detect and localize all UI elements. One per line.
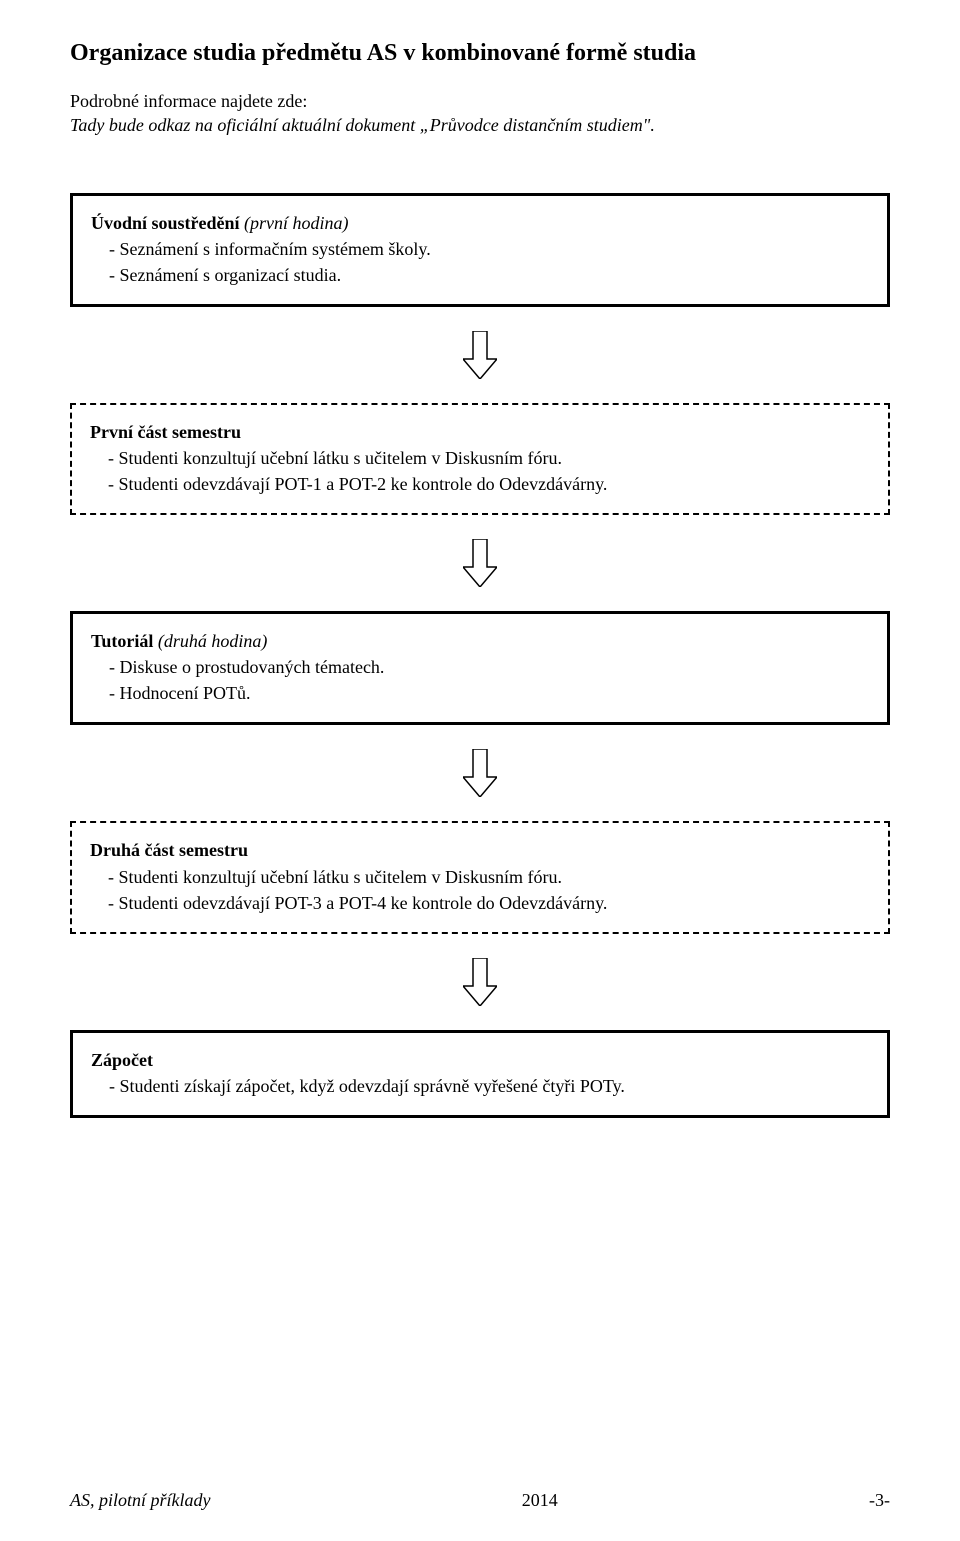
box-line: - Seznámení s organizací studia. <box>91 262 869 288</box>
page-title: Organizace studia předmětu AS v kombinov… <box>70 40 890 67</box>
box-title-main: Tutoriál <box>91 631 153 651</box>
intro-line-2-suffix: . <box>650 115 655 135</box>
arrow-down-icon <box>463 749 497 797</box>
intro-line-2-doc: „Průvodce distančním studiem" <box>420 115 651 135</box>
arrow-container <box>70 307 890 403</box>
box-line: - Studenti získají zápočet, když odevzda… <box>91 1073 869 1099</box>
box-tutorial: Tutoriál (druhá hodina) - Diskuse o pros… <box>70 611 890 725</box>
footer-left: AS, pilotní příklady <box>70 1490 210 1511</box>
box-title: Zápočet <box>91 1047 869 1073</box>
box-line: - Studenti odevzdávají POT-1 a POT-2 ke … <box>90 471 870 497</box>
footer-right: -3- <box>869 1490 890 1511</box>
box-line: - Seznámení s informačním systémem školy… <box>91 236 869 262</box>
arrow-down-icon <box>463 539 497 587</box>
arrow-container <box>70 515 890 611</box>
box-title-paren: (druhá hodina) <box>153 631 267 651</box>
intro-line-2-prefix: Tady bude odkaz na oficiální aktuální do… <box>70 115 420 135</box>
arrow-container <box>70 725 890 821</box>
box-title: Tutoriál (druhá hodina) <box>91 628 869 654</box>
box-line: - Hodnocení POTů. <box>91 680 869 706</box>
box-line: - Diskuse o prostudovaných tématech. <box>91 654 869 680</box>
box-line: - Studenti odevzdávají POT-3 a POT-4 ke … <box>90 890 870 916</box>
box-title-main: Úvodní soustředění <box>91 213 240 233</box>
box-druha-cast-semestru: Druhá část semestru - Studenti konzultuj… <box>70 821 890 933</box>
intro-line-1: Podrobné informace najdete zde: <box>70 89 890 113</box>
box-title-main: První část semestru <box>90 422 241 442</box>
box-title: První část semestru <box>90 419 870 445</box>
box-title-paren: (první hodina) <box>240 213 349 233</box>
intro-text: Podrobné informace najdete zde: Tady bud… <box>70 89 890 138</box>
page-footer: AS, pilotní příklady 2014 -3- <box>70 1490 890 1511</box>
box-title-main: Zápočet <box>91 1050 153 1070</box>
box-uvodni-soustredeni: Úvodní soustředění (první hodina) - Sezn… <box>70 193 890 307</box>
arrow-down-icon <box>463 331 497 379</box>
box-title-main: Druhá část semestru <box>90 840 248 860</box>
box-prvni-cast-semestru: První část semestru - Studenti konzultuj… <box>70 403 890 515</box>
box-zapocet: Zápočet - Studenti získají zápočet, když… <box>70 1030 890 1118</box>
box-line: - Studenti konzultují učební látku s uči… <box>90 864 870 890</box>
arrow-down-icon <box>463 958 497 1006</box>
box-title: Úvodní soustředění (první hodina) <box>91 210 869 236</box>
intro-line-2: Tady bude odkaz na oficiální aktuální do… <box>70 113 890 137</box>
arrow-container <box>70 934 890 1030</box>
box-line: - Studenti konzultují učební látku s uči… <box>90 445 870 471</box>
box-title: Druhá část semestru <box>90 837 870 863</box>
footer-center: 2014 <box>522 1490 558 1511</box>
